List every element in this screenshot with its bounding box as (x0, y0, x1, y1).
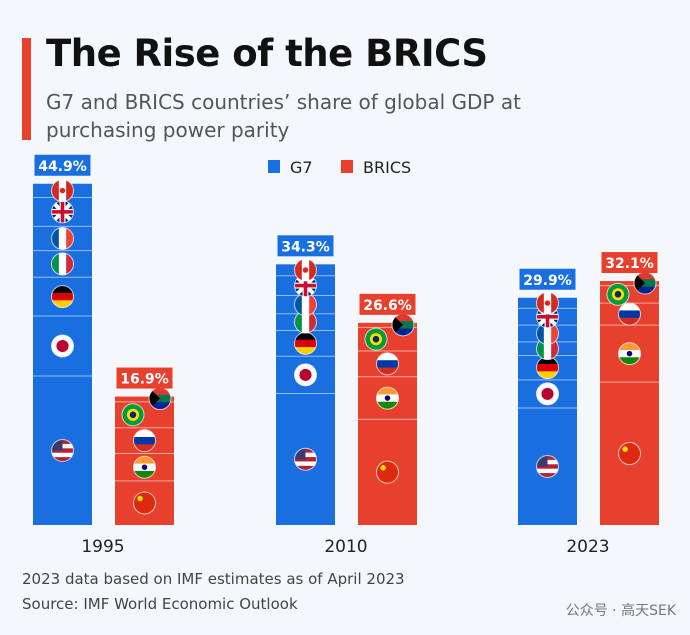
flag-brazil-icon (364, 327, 388, 351)
data-label-box (519, 268, 576, 290)
flag-south-africa-icon (148, 387, 172, 411)
flag-germany-icon (294, 331, 317, 355)
flag-canada-icon (294, 258, 317, 282)
data-label-brics-1995: 16.9% (120, 372, 169, 388)
flag-south-africa-icon (391, 313, 415, 337)
flag-france-icon (51, 226, 74, 250)
flag-china-icon (133, 491, 156, 515)
flag-brazil-icon (606, 282, 630, 306)
chart-title: The Rise of the BRICS (46, 32, 488, 75)
chart-subtitle: G7 and BRICS countries’ share of global … (46, 90, 521, 142)
flag-russia-icon (618, 302, 641, 326)
flag-japan-icon (294, 363, 317, 387)
flag-canada-icon (536, 291, 559, 315)
x-tick-label: 1995 (81, 537, 124, 557)
data-label-box (601, 252, 658, 274)
data-label-g7-2023: 29.9% (523, 273, 572, 289)
data-label-g7-2010: 34.3% (281, 239, 330, 255)
footnote: 2023 data based on IMF estimates as of A… (22, 570, 405, 588)
legend-swatch-g7 (268, 160, 280, 173)
flag-china-icon (376, 460, 399, 484)
legend-swatch-brics (341, 160, 353, 173)
data-label-box (116, 367, 173, 389)
accent-bar (22, 38, 31, 140)
flag-india-icon (133, 455, 156, 479)
legend-label-brics: BRICS (363, 158, 411, 177)
data-label-box (359, 293, 416, 315)
flag-india-icon (618, 342, 641, 366)
flag-italy-icon (51, 252, 74, 276)
flag-india-icon (376, 386, 399, 410)
flag-japan-icon (51, 334, 74, 358)
x-tick-label: 2010 (324, 537, 367, 557)
flag-germany-icon (51, 285, 74, 309)
data-label-box (34, 154, 91, 176)
flag-united-states-icon (536, 454, 559, 478)
data-label-brics-2010: 26.6% (363, 298, 412, 314)
flag-japan-icon (536, 382, 559, 406)
flag-russia-icon (133, 429, 156, 453)
flag-canada-icon (51, 179, 74, 203)
flag-south-africa-icon (633, 271, 657, 295)
flag-united-kingdom-icon (51, 200, 74, 224)
source-note: Source: IMF World Economic Outlook (22, 595, 298, 613)
x-tick-label: 2023 (566, 537, 609, 557)
flag-brazil-icon (121, 403, 145, 427)
data-label-box (277, 235, 334, 257)
flag-russia-icon (376, 352, 399, 376)
legend-label-g7: G7 (290, 158, 313, 177)
data-label-brics-2023: 32.1% (605, 256, 654, 272)
flag-china-icon (618, 442, 641, 466)
watermark: 公众号 · 高天SEK (565, 603, 676, 619)
data-label-g7-1995: 44.9% (38, 159, 87, 175)
flag-united-states-icon (294, 447, 317, 471)
flag-united-states-icon (51, 439, 74, 463)
